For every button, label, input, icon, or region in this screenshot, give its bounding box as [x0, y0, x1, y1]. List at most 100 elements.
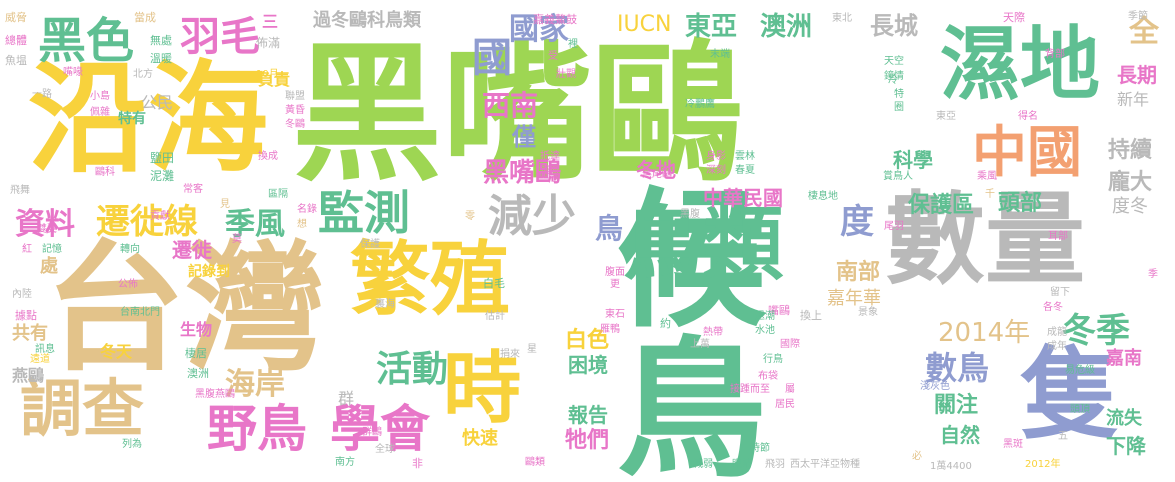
word-cloud-term: 深刻 — [706, 165, 726, 176]
word-cloud-term: 龐大 — [1108, 170, 1153, 195]
word-cloud-term: 牠們 — [565, 428, 610, 453]
word-cloud-term: 過冬鷗科鳥類 — [313, 10, 421, 31]
word-cloud-term: 五 — [1058, 431, 1068, 442]
word-cloud-term: 東石 — [605, 309, 625, 320]
word-cloud-term: 訊息 — [35, 344, 55, 355]
word-cloud-term: 南部 — [836, 260, 881, 285]
word-cloud-term: 群鷗 — [362, 427, 382, 438]
word-cloud-term: 嘉義鰲鼓 — [533, 13, 577, 26]
word-cloud-term: 鹽田 — [150, 151, 175, 165]
word-cloud-term: 全 — [1123, 15, 1158, 45]
word-cloud-term: 生物 — [180, 320, 213, 339]
word-cloud-term: 遷徙 — [172, 238, 212, 262]
word-cloud-term: 佈滿 — [256, 36, 281, 50]
word-cloud-term: 數量 — [885, 181, 1085, 298]
word-cloud-term: 約 — [660, 317, 671, 330]
word-cloud-term: 列為 — [122, 439, 142, 450]
word-cloud-term: 學會 — [330, 400, 430, 458]
word-cloud-term: 快速 — [462, 428, 498, 449]
word-cloud-term: 一路 — [32, 89, 52, 100]
word-cloud-term: 留下 — [1050, 287, 1070, 298]
word-cloud-term: 資料 — [15, 207, 75, 242]
word-cloud-term: 千 — [985, 189, 995, 200]
word-cloud-term: 壯觀 — [556, 69, 576, 80]
word-cloud-term: 水池 — [755, 325, 775, 336]
word-cloud-term: 小島 — [90, 91, 110, 102]
word-cloud-term: 眼睛 — [732, 459, 752, 470]
word-cloud-term: 繁殖 — [350, 233, 510, 326]
word-cloud-term: 遠方 — [540, 165, 560, 176]
word-cloud-term: 特 — [894, 89, 904, 100]
word-cloud-term: 捐來 — [500, 349, 520, 360]
word-cloud-term: 轉向 — [120, 244, 140, 255]
word-cloud-term: 天際 — [1003, 11, 1025, 24]
word-cloud-term: 1萬4400 — [930, 461, 972, 472]
word-cloud-term: 雙翼 — [37, 224, 57, 235]
word-cloud-term: 自然 — [940, 423, 980, 447]
word-cloud-term: 羽毛 — [180, 14, 260, 60]
word-cloud-term: 遷徙線 — [96, 202, 198, 242]
word-cloud-term: 威脅 — [5, 11, 27, 24]
word-cloud-term: 抵達 — [540, 151, 560, 162]
word-cloud-term: 居民 — [775, 399, 795, 410]
word-cloud-term: 雁鴨 — [600, 324, 620, 335]
word-cloud-term: 上萬 — [690, 339, 710, 350]
word-cloud-term: 成年 — [1047, 341, 1067, 352]
word-cloud-term: 冷 — [888, 75, 898, 86]
word-cloud-term: 淺灰色 — [920, 381, 950, 392]
word-cloud-term: 科學 — [893, 148, 933, 172]
word-cloud-term: 莫 — [232, 234, 242, 245]
word-cloud-term: 屬 — [785, 384, 795, 395]
word-cloud-term: 10月 — [256, 69, 279, 80]
word-cloud-term: 冷鵬鷹 — [685, 99, 715, 110]
word-cloud-term: 零 — [465, 211, 475, 222]
word-cloud-term: 困境 — [568, 353, 608, 377]
word-cloud-term: 熱帶 — [703, 327, 723, 338]
word-cloud-term: 隻 — [1020, 336, 1120, 453]
word-cloud-term: 公民 — [141, 93, 174, 112]
word-cloud-term: 中國 — [972, 120, 1083, 184]
word-cloud-term: 黃昏 — [285, 105, 305, 116]
word-cloud-term: 雲林 — [735, 151, 755, 162]
word-cloud-term: 台南北門 — [120, 307, 160, 318]
word-cloud-term: 冬鷗 — [285, 119, 305, 130]
word-cloud-term: 裏海 — [375, 299, 395, 310]
word-cloud-term: 共有 — [12, 323, 48, 344]
word-cloud-term: 保護區 — [908, 193, 975, 218]
word-cloud-term: 裡 — [568, 39, 578, 50]
word-cloud-term: 貢獻 — [150, 211, 170, 222]
word-cloud-term: 2014年 — [938, 318, 1031, 348]
word-cloud-term: 聯盟 — [285, 91, 305, 102]
word-cloud-term: 保護 — [360, 239, 380, 250]
word-cloud-term: 更 — [610, 279, 620, 290]
word-cloud-term: 鷗科 — [95, 167, 115, 178]
word-cloud-term: 布袋 — [758, 371, 778, 382]
word-cloud-term: IUCN — [617, 12, 672, 37]
word-cloud-term: 燕鷗 — [12, 366, 45, 385]
word-cloud-term: 星 — [527, 344, 537, 355]
word-cloud-term: 國家 — [509, 12, 569, 47]
word-cloud-term: 佩雜 — [90, 107, 110, 118]
word-cloud-term: 溫暖 — [150, 52, 172, 65]
word-cloud-term: 澳洲 — [760, 12, 813, 42]
word-cloud-term: 鳥 — [595, 212, 624, 245]
word-cloud-term: 活動 — [376, 349, 449, 390]
word-cloud-term: 僅 — [512, 123, 536, 151]
word-cloud-term: 白毛 — [483, 277, 505, 290]
word-cloud-term: 鳥類 — [623, 198, 783, 291]
word-cloud-term: 得名 — [1018, 111, 1038, 122]
word-cloud-term: 記錄到 — [188, 264, 230, 280]
word-cloud-term: 時節 — [750, 443, 770, 454]
word-cloud-term: 監測 — [318, 186, 410, 240]
word-cloud-term: 黑斑 — [1003, 439, 1023, 450]
word-cloud-term: 特有 — [118, 111, 146, 127]
word-cloud-term: 關注 — [934, 393, 979, 418]
word-cloud-term: 鷗類 — [525, 457, 545, 468]
word-cloud-term: 西南 — [482, 89, 539, 122]
word-cloud-term: 報告 — [568, 403, 608, 427]
word-cloud-term: 減弱 — [693, 459, 713, 470]
word-cloud-term: 想 — [297, 219, 307, 230]
word-cloud-term: 魚塭 — [5, 54, 27, 67]
word-cloud-term: 全球 — [375, 444, 395, 455]
